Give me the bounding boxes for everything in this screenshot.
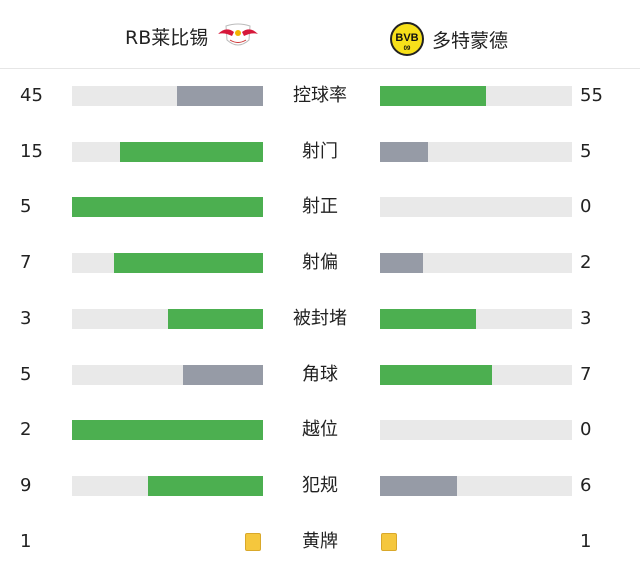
away-value: 0 <box>580 419 592 441</box>
home-value: 15 <box>20 140 43 162</box>
home-bar-fill <box>167 308 263 329</box>
home-value: 2 <box>20 419 32 441</box>
rb-leipzig-logo-icon <box>218 23 259 46</box>
away-bar-fill <box>380 308 476 329</box>
away-bar-track <box>380 364 572 385</box>
away-bar-track <box>380 475 572 496</box>
stat-row: 9 犯规 6 <box>0 474 640 498</box>
home-bar-fill <box>114 253 263 274</box>
stat-row-yellow-cards: 1 黄牌 1 <box>0 530 640 554</box>
away-yellow-cards: 1 <box>580 531 592 552</box>
away-bar-track <box>380 86 572 106</box>
home-bar-track <box>72 420 263 441</box>
stat-label: 射偏 <box>302 252 338 274</box>
stat-row: 5 射正 0 <box>0 195 640 219</box>
svg-text:09: 09 <box>404 46 411 52</box>
stat-label: 犯规 <box>302 474 338 496</box>
home-yellow-cards: 1 <box>20 531 32 552</box>
stat-label: 控球率 <box>293 85 347 106</box>
away-value: 55 <box>580 85 603 106</box>
home-bar-fill <box>177 86 263 106</box>
home-bar-fill <box>183 364 263 385</box>
stat-label: 角球 <box>302 363 338 385</box>
away-value: 3 <box>580 307 592 329</box>
away-team: BVB 09 多特蒙德 <box>390 22 508 56</box>
stat-label: 射门 <box>302 140 338 162</box>
home-bar-track <box>72 253 263 274</box>
stat-label: 越位 <box>302 419 338 441</box>
stat-label: 射正 <box>302 196 338 218</box>
home-bar-track <box>72 475 263 496</box>
away-bar-track <box>380 141 572 162</box>
away-bar-track <box>380 253 572 274</box>
stat-row: 15 射门 5 <box>0 140 640 164</box>
svg-text:BVB: BVB <box>395 32 418 44</box>
home-value: 45 <box>20 85 43 106</box>
home-bar-track <box>72 364 263 385</box>
bvb-logo-icon: BVB 09 <box>390 22 424 56</box>
away-value: 6 <box>580 474 592 496</box>
stat-row: 7 射偏 2 <box>0 251 640 275</box>
away-bar-fill <box>380 86 486 106</box>
stat-row: 45 控球率 55 <box>0 84 640 108</box>
home-team: RB莱比锡 <box>125 22 260 50</box>
home-bar-track <box>72 308 263 329</box>
home-bar-track <box>72 141 263 162</box>
away-bar-fill <box>380 253 423 274</box>
home-value: 5 <box>20 196 32 218</box>
stat-row: 5 角球 7 <box>0 363 640 387</box>
away-bar-fill <box>380 364 492 385</box>
home-bar-track <box>72 197 263 218</box>
home-value: 7 <box>20 252 32 274</box>
away-bar-fill <box>380 141 428 162</box>
away-bar-fill <box>380 475 457 496</box>
yellow-card-icon <box>381 533 397 551</box>
home-bar-fill <box>72 420 263 441</box>
home-value: 9 <box>20 474 32 496</box>
home-bar-fill <box>119 141 263 162</box>
away-value: 0 <box>580 196 592 218</box>
away-value: 2 <box>580 252 592 274</box>
stat-row: 3 被封堵 3 <box>0 307 640 331</box>
stat-row: 2 越位 0 <box>0 418 640 442</box>
away-bar-track <box>380 420 572 441</box>
away-bar-track <box>380 197 572 218</box>
home-value: 5 <box>20 363 32 385</box>
away-team-name: 多特蒙德 <box>432 29 509 52</box>
stat-label: 被封堵 <box>293 307 347 329</box>
home-value: 3 <box>20 307 32 329</box>
away-value: 7 <box>580 363 592 385</box>
away-value: 5 <box>580 140 592 162</box>
home-bar-fill <box>148 475 263 496</box>
away-bar-track <box>380 308 572 329</box>
match-header: RB莱比锡 BVB 09 多特蒙德 <box>0 0 640 69</box>
yellow-card-icon <box>245 533 261 551</box>
home-bar-fill <box>72 197 263 218</box>
home-team-name: RB莱比锡 <box>125 26 209 49</box>
home-bar-track <box>72 86 263 106</box>
stat-label: 黄牌 <box>302 531 338 552</box>
